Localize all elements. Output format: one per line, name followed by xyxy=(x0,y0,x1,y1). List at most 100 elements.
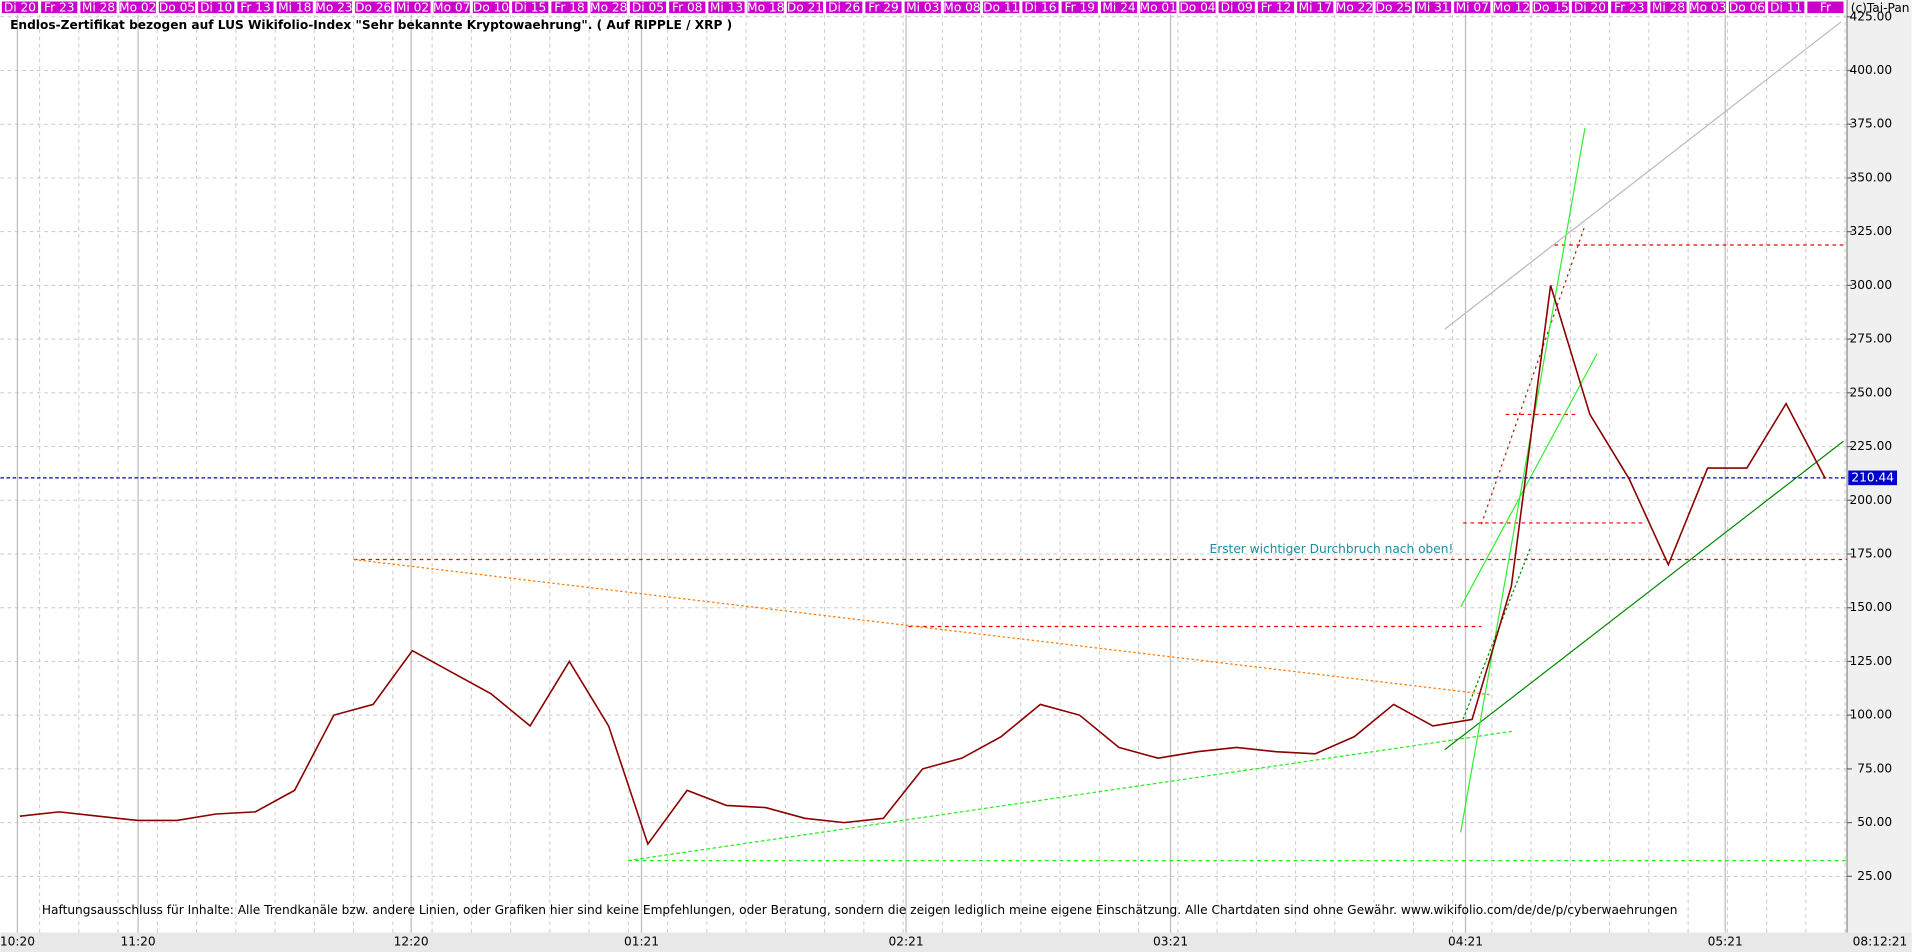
date-cell xyxy=(1806,0,1845,14)
date-cell-label: Mi 24 xyxy=(1102,0,1135,14)
date-cell-label: Do 15 xyxy=(1533,0,1569,14)
y-tick-label: 125.00 xyxy=(1850,654,1893,668)
trend-line xyxy=(1480,225,1586,525)
date-cell-label: Mi 18 xyxy=(278,0,311,14)
date-cell-label: Fr 08 xyxy=(672,0,702,14)
y-tick-label: 200.00 xyxy=(1850,493,1893,507)
trend-line xyxy=(353,558,1490,696)
date-cell-label: Di 09 xyxy=(1221,0,1253,14)
date-cell-label: Di 16 xyxy=(1024,0,1056,14)
top-date-bar: Di 20 Fr 23 Mi 28 Mo 02 Do 05 Di 10 Fr 13 Mi 18… xyxy=(1,0,1845,14)
date-cell-label: Fr 23 xyxy=(44,0,74,14)
y-tick-label: 400.00 xyxy=(1850,63,1893,77)
x-tick-label: 10:20 xyxy=(0,935,35,949)
date-cell xyxy=(943,0,981,14)
date-cell xyxy=(472,0,510,14)
date-cell-label: Do 04 xyxy=(1179,0,1215,14)
date-cell-label: Mo 12 xyxy=(1493,0,1530,14)
date-cell-label: Mi 28 xyxy=(82,0,115,14)
date-cell-label: Mo 28 xyxy=(590,0,627,14)
date-cell xyxy=(707,0,746,14)
date-cell xyxy=(1375,0,1413,14)
date-cell xyxy=(236,0,275,14)
y-tick-label: 375.00 xyxy=(1850,117,1893,131)
current-date: 08:12:21 xyxy=(1853,935,1908,949)
date-cell xyxy=(590,0,628,14)
date-cell xyxy=(1335,0,1374,14)
date-cell-label: Fr xyxy=(1820,0,1831,14)
date-cell xyxy=(40,0,78,14)
y-tick-label: 175.00 xyxy=(1850,547,1893,561)
y-tick-label: 300.00 xyxy=(1850,278,1893,292)
date-cell xyxy=(904,0,942,14)
y-tick-label: 250.00 xyxy=(1850,385,1893,399)
date-cell xyxy=(1218,0,1256,14)
y-tick-label: 25.00 xyxy=(1857,869,1892,883)
date-cell-label: Mo 22 xyxy=(1336,0,1373,14)
x-tick-label: 04:21 xyxy=(1448,935,1483,949)
date-cell-label: Mi 02 xyxy=(396,0,429,14)
date-cell xyxy=(1649,0,1688,14)
date-cell xyxy=(276,0,314,14)
date-cell-label: Di 26 xyxy=(828,0,860,14)
date-cell xyxy=(1689,0,1727,14)
y-tick-label: 100.00 xyxy=(1850,708,1893,722)
date-cell-label: Do 25 xyxy=(1376,0,1412,14)
date-cell xyxy=(1728,0,1766,14)
date-cell-label: Mi 03 xyxy=(906,0,939,14)
y-tick-label: 275.00 xyxy=(1850,332,1893,346)
date-cell xyxy=(550,0,589,14)
date-cell-label: Fr 23 xyxy=(1614,0,1644,14)
date-cell-label: Mo 01 xyxy=(1140,0,1177,14)
date-cell-label: Mo 08 xyxy=(943,0,980,14)
date-cell xyxy=(747,0,785,14)
date-axis-panel xyxy=(0,932,1912,952)
y-tick-label: 425.00 xyxy=(1850,9,1893,23)
annotation: Erster wichtiger Durchbruch nach oben! xyxy=(1210,542,1454,556)
date-cell-label: Fr 13 xyxy=(240,0,270,14)
date-cell xyxy=(1571,0,1609,14)
date-cell-label: Mi 28 xyxy=(1652,0,1685,14)
date-cell xyxy=(1061,0,1099,14)
date-cell xyxy=(1414,0,1452,14)
date-cell xyxy=(1178,0,1217,14)
date-cell xyxy=(197,0,235,14)
date-cell-label: Mi 13 xyxy=(710,0,743,14)
trend-line xyxy=(1444,440,1844,751)
date-cell-label: Mo 07 xyxy=(433,0,470,14)
date-cell-label: Di 11 xyxy=(1770,0,1802,14)
last-value-label: 210.44 xyxy=(1851,470,1894,484)
trend-lines xyxy=(353,21,1848,862)
date-cell-label: Mi 17 xyxy=(1299,0,1332,14)
last-value-box xyxy=(1848,470,1898,486)
date-cell xyxy=(393,0,432,14)
y-tick-label: 225.00 xyxy=(1850,439,1893,453)
date-cell-label: Do 06 xyxy=(1729,0,1765,14)
date-cell xyxy=(982,0,1020,14)
date-cell-label: Fr 18 xyxy=(554,0,584,14)
y-tick-label: 350.00 xyxy=(1850,170,1893,184)
date-cell xyxy=(1453,0,1491,14)
x-tick-label: 12:20 xyxy=(394,935,429,949)
date-cell-label: Di 15 xyxy=(514,0,546,14)
date-cell xyxy=(864,0,903,14)
date-cell xyxy=(1139,0,1177,14)
y-tick-label: 150.00 xyxy=(1850,600,1893,614)
date-cell-label: Di 10 xyxy=(200,0,232,14)
date-cell-label: Do 10 xyxy=(473,0,509,14)
date-cell xyxy=(1296,0,1334,14)
x-tick-label: 02:21 xyxy=(888,935,923,949)
date-cell xyxy=(786,0,824,14)
date-cell xyxy=(1492,0,1531,14)
date-cell-label: Mo 03 xyxy=(1689,0,1726,14)
trend-line xyxy=(1460,127,1586,833)
date-cell xyxy=(629,0,667,14)
date-cell xyxy=(158,0,196,14)
date-cell-label: Di 20 xyxy=(1574,0,1606,14)
date-cell xyxy=(825,0,863,14)
date-cell-label: Do 21 xyxy=(787,0,823,14)
date-cell xyxy=(433,0,471,14)
date-cell-label: Do 11 xyxy=(983,0,1019,14)
x-tick-label: 11:20 xyxy=(121,935,156,949)
